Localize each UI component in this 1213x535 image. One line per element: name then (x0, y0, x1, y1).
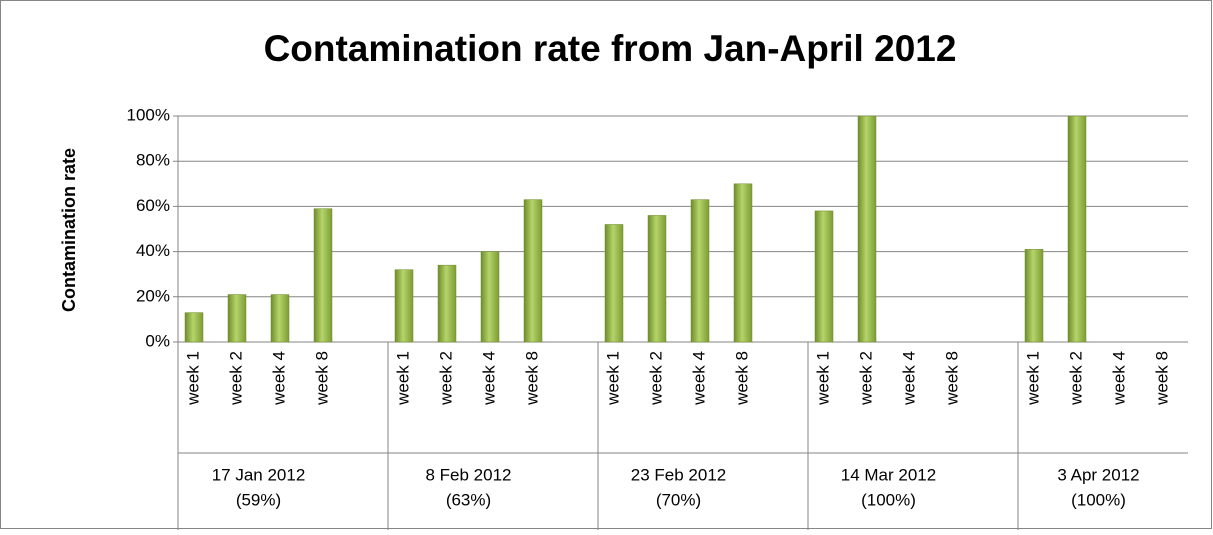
y-tick-label: 60% (136, 196, 170, 215)
x-tick-label: week 8 (942, 351, 961, 406)
y-axis-title: Contamination rate (59, 148, 79, 312)
x-tick-label: week 1 (393, 351, 412, 406)
bar (647, 215, 667, 343)
x-tick-label: week 8 (732, 351, 751, 406)
group-label: (63%) (446, 490, 491, 509)
x-tick-label: week 4 (899, 351, 918, 406)
group-label: 23 Feb 2012 (631, 465, 726, 484)
y-tick-label: 80% (136, 151, 170, 170)
bar (1024, 249, 1044, 343)
x-tick-label: week 4 (269, 351, 288, 406)
chart-title: Contamination rate from Jan-April 2012 (264, 28, 957, 69)
x-tick-label: week 1 (1023, 351, 1042, 406)
group-label: 3 Apr 2012 (1057, 465, 1139, 484)
group-label: 14 Mar 2012 (841, 465, 936, 484)
bar (857, 115, 877, 343)
bar (437, 264, 457, 343)
x-tick-label: week 2 (856, 351, 875, 406)
x-tick-label: week 1 (813, 351, 832, 406)
group-label: (100%) (861, 490, 916, 509)
x-tick-label: week 4 (479, 351, 498, 406)
x-tick-label: week 4 (1109, 351, 1128, 406)
y-tick-label: 40% (136, 241, 170, 260)
x-tick-label: week 8 (1152, 351, 1171, 406)
x-tick-label: week 2 (646, 351, 665, 406)
group-label: (59%) (236, 490, 281, 509)
y-tick-label: 100% (127, 105, 170, 124)
x-tick-label: week 2 (436, 351, 455, 406)
x-tick-label: week 8 (522, 351, 541, 406)
bar (523, 199, 543, 343)
y-tick-label: 20% (136, 286, 170, 305)
x-tick-label: week 1 (603, 351, 622, 406)
group-label: 17 Jan 2012 (212, 465, 306, 484)
bar (690, 199, 710, 343)
bar (604, 224, 624, 343)
bar (814, 210, 834, 343)
bar (227, 294, 247, 343)
bar (184, 312, 204, 343)
bar (270, 294, 290, 343)
bar (1067, 115, 1087, 343)
x-tick-label: week 8 (312, 351, 331, 406)
bar (394, 269, 414, 343)
x-tick-label: week 1 (183, 351, 202, 406)
bar (313, 208, 333, 343)
x-tick-label: week 2 (1066, 351, 1085, 406)
group-label: 8 Feb 2012 (425, 465, 511, 484)
group-label: (70%) (656, 490, 701, 509)
bar (733, 183, 753, 343)
bar (480, 251, 500, 343)
group-label: (100%) (1071, 490, 1126, 509)
x-tick-label: week 2 (226, 351, 245, 406)
x-tick-label: week 4 (689, 351, 708, 406)
y-tick-label: 0% (145, 331, 170, 350)
